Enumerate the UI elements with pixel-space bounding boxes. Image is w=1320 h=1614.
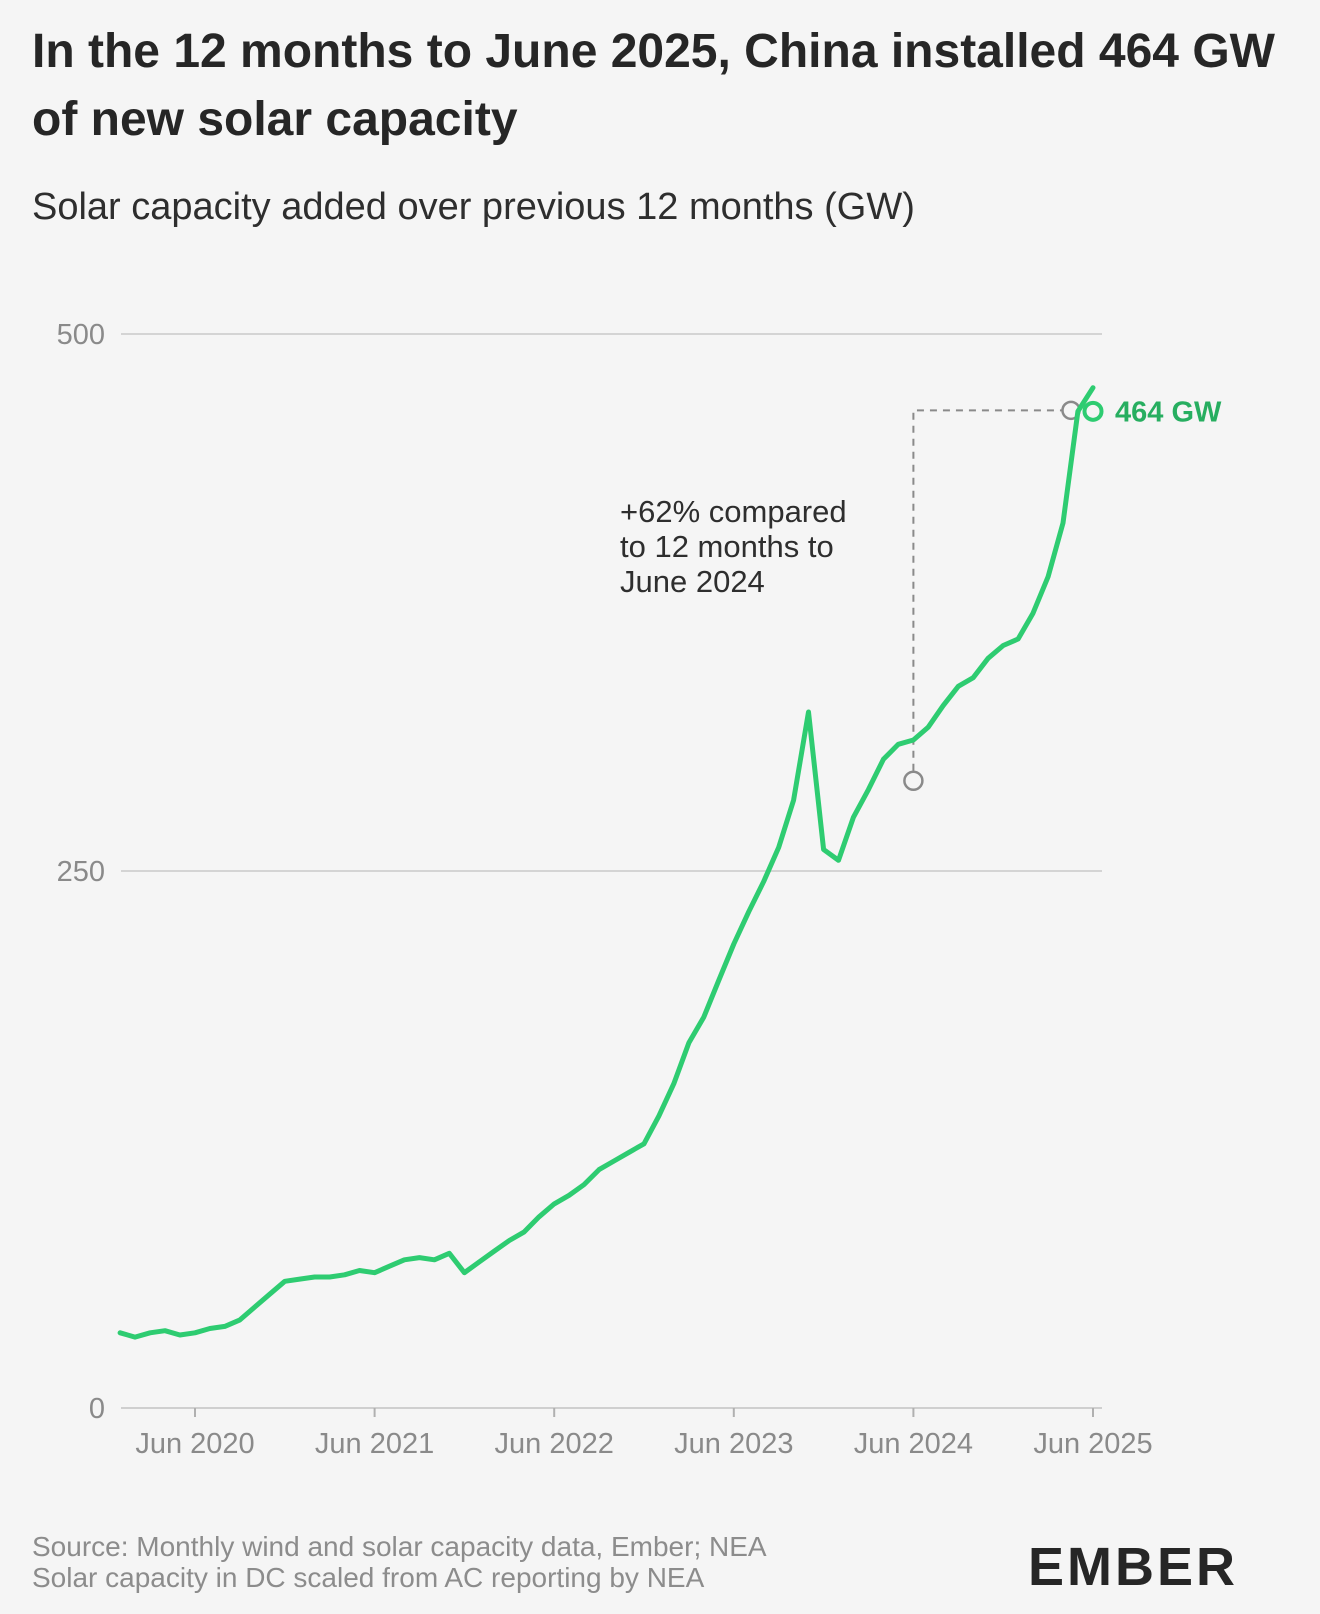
x-axis: Jun 2020 Jun 2021 Jun 2022 Jun 2023 Jun 2024… xyxy=(135,1408,1153,1460)
x-tick-label-2: Jun 2022 xyxy=(495,1428,614,1460)
source-line-1: Source: Monthly wind and solar capacity … xyxy=(32,1531,767,1562)
x-tick-label-0: Jun 2020 xyxy=(135,1428,254,1460)
grid-layer: 0 250 500 xyxy=(57,319,1102,1425)
annotation-line-1: +62% compared xyxy=(620,494,847,529)
annotation-start-marker xyxy=(903,770,924,792)
source-note: Source: Monthly wind and solar capacity … xyxy=(32,1531,767,1593)
annotation-layer: +62% compared to 12 months to June 2024 xyxy=(620,400,1081,792)
series-layer xyxy=(117,385,1104,1340)
x-tick-label-5: Jun 2025 xyxy=(1033,1428,1152,1460)
chart-title: In the 12 months to June 2025, China ins… xyxy=(32,25,1275,146)
end-value-marker xyxy=(1082,400,1104,422)
annotation-line-2: to 12 months to xyxy=(620,529,834,564)
x-tick-label-1: Jun 2021 xyxy=(315,1428,434,1460)
annotation-line-3: June 2024 xyxy=(620,564,765,599)
source-line-2: Solar capacity in DC scaled from AC repo… xyxy=(32,1562,705,1593)
x-tick-label-3: Jun 2023 xyxy=(674,1428,793,1460)
y-tick-label-0: 0 xyxy=(89,1393,105,1425)
ember-logo: EMBER xyxy=(1028,1537,1239,1597)
x-tick-label-4: Jun 2024 xyxy=(854,1428,973,1460)
y-tick-label-250: 250 xyxy=(57,856,105,888)
chart-subtitle: Solar capacity added over previous 12 mo… xyxy=(32,186,915,228)
annotation-connector xyxy=(912,409,1062,771)
series-line-0 xyxy=(117,385,1096,1340)
end-value-label: 464 GW xyxy=(1115,396,1222,428)
y-tick-label-500: 500 xyxy=(57,319,105,351)
